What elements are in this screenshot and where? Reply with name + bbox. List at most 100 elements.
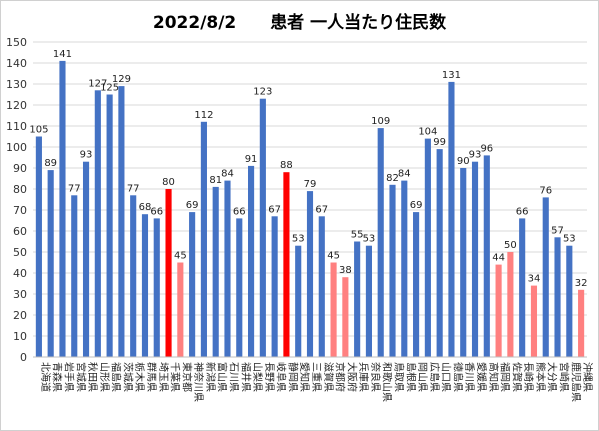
x-tick-label: 埼玉県 bbox=[157, 362, 170, 392]
bar bbox=[495, 264, 502, 357]
x-tick-label: 神奈川県 bbox=[192, 362, 205, 402]
x-tick-label: 静岡県 bbox=[286, 362, 299, 392]
x-tick-label: 石川県 bbox=[227, 362, 239, 392]
chart-title-text: 患者 一人当たり住民数 bbox=[270, 13, 447, 33]
bar bbox=[247, 165, 255, 357]
bar bbox=[82, 161, 90, 357]
x-tick-label: 徳島県 bbox=[451, 362, 464, 392]
bar bbox=[342, 277, 349, 357]
y-tick-label: 0 bbox=[20, 351, 27, 364]
data-label: 91 bbox=[245, 154, 258, 165]
data-label: 44 bbox=[492, 253, 505, 264]
y-tick-label: 30 bbox=[13, 288, 27, 301]
data-label: 53 bbox=[363, 234, 376, 245]
bar bbox=[389, 184, 396, 357]
data-label: 55 bbox=[351, 230, 364, 241]
bar bbox=[177, 262, 184, 357]
bar bbox=[224, 180, 231, 357]
data-label: 67 bbox=[315, 204, 328, 215]
bar bbox=[554, 237, 561, 357]
bar bbox=[118, 86, 125, 357]
x-tick-label: 茨城県 bbox=[121, 362, 134, 392]
x-tick-label: 岩手県 bbox=[62, 362, 75, 392]
x-tick-label: 長野県 bbox=[263, 362, 275, 392]
x-tick-label: 岡山県 bbox=[416, 362, 428, 392]
data-label: 80 bbox=[162, 177, 175, 188]
y-tick-label: 40 bbox=[13, 267, 27, 280]
data-label: 67 bbox=[268, 204, 281, 215]
data-label: 53 bbox=[563, 234, 576, 245]
data-label: 53 bbox=[292, 234, 305, 245]
data-label: 68 bbox=[139, 202, 152, 213]
x-tick-label: 群馬県 bbox=[145, 362, 158, 392]
x-tick-label: 三重県 bbox=[310, 362, 323, 392]
x-tick-label: 愛知県 bbox=[298, 362, 311, 392]
bar bbox=[306, 191, 314, 357]
x-tick-label: 沖縄県 bbox=[581, 362, 594, 392]
chart-title-date: 2022/8/2 bbox=[152, 13, 237, 33]
x-tick-label: 京都府 bbox=[334, 362, 347, 392]
bar bbox=[212, 186, 219, 357]
bar bbox=[59, 60, 66, 358]
bar bbox=[377, 128, 384, 357]
data-label: 112 bbox=[194, 110, 213, 121]
y-tick-label: 120 bbox=[6, 99, 27, 112]
bar bbox=[47, 170, 54, 357]
x-tick-label: 鳥取県 bbox=[393, 362, 406, 392]
data-label: 99 bbox=[433, 137, 446, 148]
y-tick-label: 90 bbox=[13, 162, 27, 175]
bar bbox=[330, 262, 337, 357]
bar bbox=[141, 214, 149, 357]
y-tick-label: 130 bbox=[6, 78, 27, 91]
data-label: 88 bbox=[280, 160, 293, 171]
data-label: 77 bbox=[68, 183, 81, 194]
data-label: 141 bbox=[53, 49, 72, 60]
bar bbox=[413, 212, 420, 357]
x-tick-label: 北海道 bbox=[39, 362, 52, 392]
x-tick-label: 栃木県 bbox=[133, 362, 146, 392]
data-label: 45 bbox=[327, 251, 340, 262]
bar bbox=[436, 149, 443, 357]
bar bbox=[471, 161, 479, 357]
bar bbox=[283, 172, 290, 357]
bar bbox=[200, 121, 207, 357]
bar bbox=[189, 212, 196, 357]
bar bbox=[483, 155, 490, 357]
bar bbox=[236, 218, 243, 357]
bar bbox=[354, 241, 361, 357]
y-tick-label: 20 bbox=[13, 309, 27, 322]
x-tick-label: 宮崎県 bbox=[558, 362, 571, 392]
bar bbox=[401, 180, 408, 357]
bar bbox=[530, 285, 538, 357]
x-tick-label: 奈良県 bbox=[369, 362, 382, 392]
data-label: 84 bbox=[398, 169, 411, 180]
bar bbox=[94, 90, 101, 358]
data-label: 131 bbox=[442, 70, 461, 81]
x-tick-label: 山梨県 bbox=[251, 362, 264, 392]
x-tick-label: 愛媛県 bbox=[475, 362, 488, 392]
data-label: 129 bbox=[112, 74, 131, 85]
data-label: 32 bbox=[575, 278, 588, 289]
data-label: 93 bbox=[80, 150, 93, 161]
x-tick-label: 滋賀県 bbox=[322, 362, 335, 392]
x-tick-label: 高知県 bbox=[487, 362, 500, 392]
data-label: 127 bbox=[88, 78, 107, 89]
data-label: 66 bbox=[150, 206, 163, 217]
data-label: 104 bbox=[418, 127, 437, 138]
data-label: 57 bbox=[551, 225, 564, 236]
bar bbox=[542, 197, 549, 357]
x-tick-label: 山形県 bbox=[98, 362, 110, 392]
bar bbox=[519, 218, 526, 357]
x-tick-label: 東京都 bbox=[180, 362, 193, 392]
data-label: 96 bbox=[480, 143, 493, 154]
bar bbox=[578, 289, 585, 357]
y-tick-label: 10 bbox=[13, 330, 27, 343]
y-tick-label: 140 bbox=[6, 57, 27, 70]
y-tick-label: 70 bbox=[13, 204, 27, 217]
data-label: 89 bbox=[44, 158, 57, 169]
chart-title: 2022/8/2 患者 一人当たり住民数 bbox=[0, 8, 599, 33]
bar bbox=[365, 245, 373, 357]
x-tick-label: 佐賀県 bbox=[510, 362, 522, 392]
x-tick-label: 大分県 bbox=[546, 362, 559, 392]
